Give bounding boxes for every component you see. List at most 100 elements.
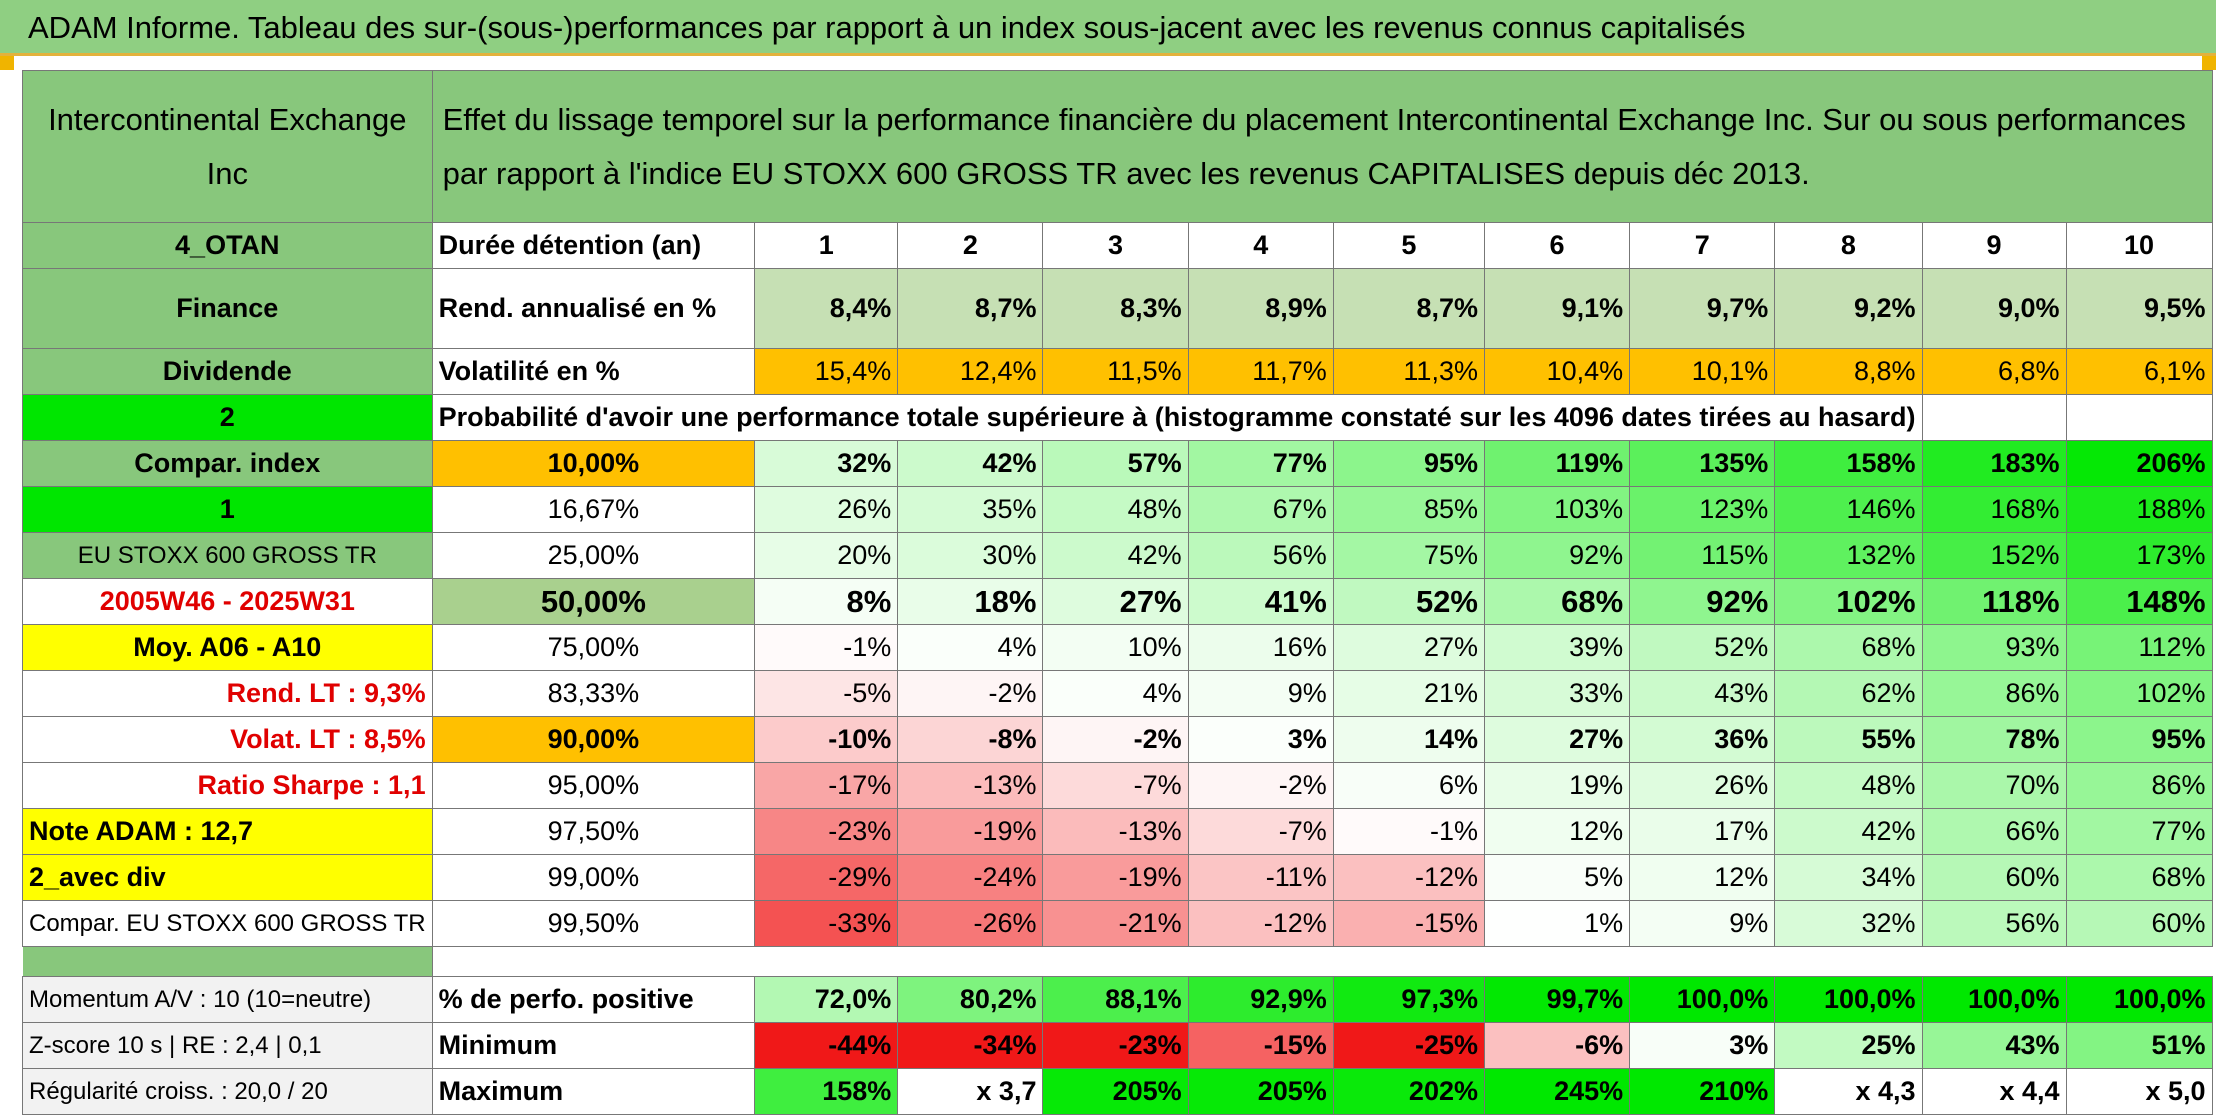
quantile-cell: 95% (2065, 716, 2213, 763)
quantile-cell: 4% (1042, 670, 1189, 717)
quantile-cell: 118% (1921, 578, 2067, 625)
positive-cell: 80,2% (897, 976, 1044, 1023)
quantile-cell: 132% (1774, 532, 1923, 579)
title-bar: ADAM Informe. Tableau des sur-(sous-)per… (0, 0, 2216, 56)
rend-cell: 8,7% (1332, 268, 1485, 349)
quantile-cell: 32% (1774, 900, 1923, 947)
vol-cell: 10,1% (1629, 348, 1776, 395)
quantile-cell: 48% (1774, 762, 1923, 809)
quantile-cell: -11% (1187, 854, 1334, 901)
quantile-cell: 9% (1629, 900, 1776, 947)
quantile-cell: -2% (1042, 716, 1189, 763)
quantile-cell: -7% (1042, 762, 1189, 809)
quantile-cell: 30% (897, 532, 1044, 579)
minimum-cell: -23% (1042, 1022, 1189, 1069)
quantile-percent: 75,00% (431, 624, 756, 671)
quantile-cell: -17% (754, 762, 899, 809)
minimum-cell: -6% (1483, 1022, 1631, 1069)
quantile-cell: 92% (1629, 578, 1776, 625)
vol-cell: 11,3% (1332, 348, 1485, 395)
vol-cell: 11,5% (1042, 348, 1189, 395)
rend-cell: 9,5% (2065, 268, 2213, 349)
quantile-cell: 152% (1921, 532, 2067, 579)
quantile-cell: -15% (1332, 900, 1485, 947)
quantile-cell: -12% (1332, 854, 1485, 901)
corner-marker-left (0, 56, 14, 70)
minimum-cell: 51% (2065, 1022, 2213, 1069)
rend-cell: 9,2% (1774, 268, 1923, 349)
quantile-cell: 67% (1187, 486, 1334, 533)
vol-label: Volatilité en % (431, 348, 756, 395)
maximum-cell: 158% (754, 1068, 899, 1115)
quantile-cell: 115% (1629, 532, 1776, 579)
note-label: Note ADAM : 12,7 (22, 808, 433, 855)
quantile-cell: 158% (1774, 440, 1923, 487)
quantile-cell: 42% (1042, 532, 1189, 579)
quantile-cell: 173% (2065, 532, 2213, 579)
quantile-cell: 36% (1629, 716, 1776, 763)
year-header: 5 (1332, 222, 1485, 269)
quantile-cell: 188% (2065, 486, 2213, 533)
quantile-cell: -10% (754, 716, 899, 763)
spacer-green (22, 946, 433, 977)
main-header: Effet du lissage temporel sur la perform… (431, 70, 2213, 223)
code-label: 4_OTAN (22, 222, 433, 269)
rend-cell: 9,7% (1629, 268, 1776, 349)
quantile-cell: 77% (1187, 440, 1334, 487)
minimum-cell: 25% (1774, 1022, 1923, 1069)
quantile-cell: 77% (2065, 808, 2213, 855)
quantile-cell: 52% (1629, 624, 1776, 671)
quantile-cell: 119% (1483, 440, 1631, 487)
regularite-label: Régularité croiss. : 20,0 / 20 (22, 1068, 433, 1115)
max-label: Maximum (431, 1068, 756, 1115)
year-header: 8 (1774, 222, 1923, 269)
quantile-cell: -23% (754, 808, 899, 855)
quantile-cell: -29% (754, 854, 899, 901)
quantile-cell: 86% (2065, 762, 2213, 809)
quantile-cell: 5% (1483, 854, 1631, 901)
selector-2[interactable]: 2 (22, 394, 433, 441)
performance-table: Intercontinental Exchange Inc Effet du l… (22, 70, 2213, 1115)
quantile-cell: 55% (1774, 716, 1923, 763)
year-header: 6 (1483, 222, 1631, 269)
quantile-cell: 56% (1921, 900, 2067, 947)
index-name: EU STOXX 600 GROSS TR (22, 532, 433, 579)
quantile-cell: 146% (1774, 486, 1923, 533)
quantile-cell: 102% (2065, 670, 2213, 717)
prob-label: Probabilité d'avoir une performance tota… (431, 394, 1923, 441)
quantile-cell: 60% (1921, 854, 2067, 901)
vol-cell: 6,1% (2065, 348, 2213, 395)
selector-1[interactable]: 1 (22, 486, 433, 533)
quantile-cell: 12% (1629, 854, 1776, 901)
quantile-cell: 95% (1332, 440, 1485, 487)
rend-label: Rend. annualisé en % (431, 268, 756, 349)
maximum-cell: 245% (1483, 1068, 1631, 1115)
quantile-cell: -5% (754, 670, 899, 717)
rend-cell: 8,9% (1187, 268, 1334, 349)
quantile-cell: 26% (1629, 762, 1776, 809)
quantile-cell: 43% (1629, 670, 1776, 717)
quantile-cell: 86% (1921, 670, 2067, 717)
rend-cell: 9,1% (1483, 268, 1631, 349)
quantile-cell: 60% (2065, 900, 2213, 947)
quantile-cell: 123% (1629, 486, 1776, 533)
vol-cell: 6,8% (1921, 348, 2067, 395)
sharpe-label: Ratio Sharpe : 1,1 (22, 762, 433, 809)
quantile-cell: 19% (1483, 762, 1631, 809)
quantile-cell: 85% (1332, 486, 1485, 533)
quantile-percent: 50,00% (431, 578, 756, 625)
quantile-cell: 62% (1774, 670, 1923, 717)
maximum-cell: 205% (1042, 1068, 1189, 1115)
avec-div-label: 2_avec div (22, 854, 433, 901)
rend-cell: 8,4% (754, 268, 899, 349)
quantile-cell: 70% (1921, 762, 2067, 809)
quantile-cell: 9% (1187, 670, 1334, 717)
quantile-percent: 95,00% (431, 762, 756, 809)
quantile-percent: 97,50% (431, 808, 756, 855)
positive-cell: 72,0% (754, 976, 899, 1023)
quantile-cell: 68% (1774, 624, 1923, 671)
type-label: Dividende (22, 348, 433, 395)
vol-cell: 12,4% (897, 348, 1044, 395)
quantile-cell: -13% (1042, 808, 1189, 855)
quantile-cell: 41% (1187, 578, 1334, 625)
